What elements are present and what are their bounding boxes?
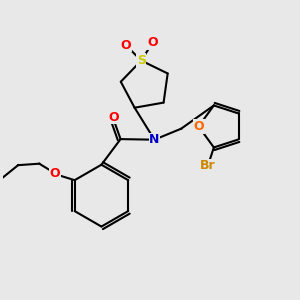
Text: S: S (137, 54, 146, 67)
Text: Br: Br (200, 159, 216, 172)
Text: O: O (109, 111, 119, 124)
Text: O: O (193, 120, 204, 133)
Text: O: O (147, 36, 158, 50)
Text: O: O (49, 167, 60, 180)
Text: N: N (149, 133, 160, 146)
Text: O: O (121, 39, 131, 52)
